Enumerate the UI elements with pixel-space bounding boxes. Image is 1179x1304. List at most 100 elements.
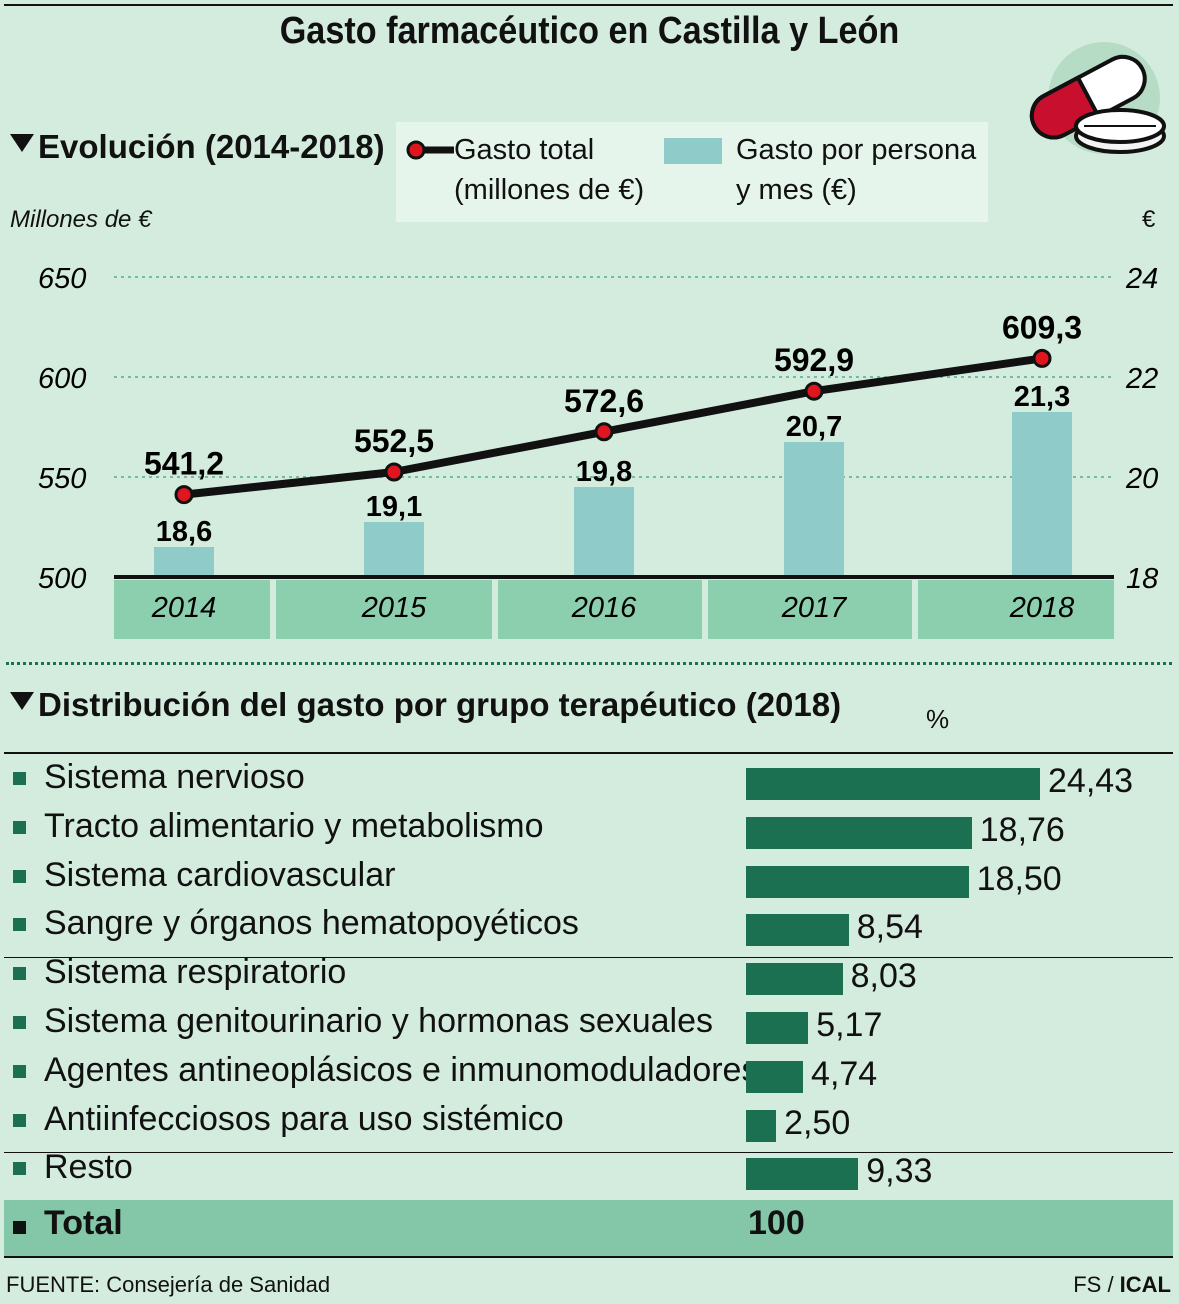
x-tick-label: 2015 <box>361 592 427 624</box>
row-label: Antiinfecciosos para uso sistémico <box>44 1099 564 1138</box>
percent-unit-label: % <box>926 704 950 734</box>
row-bar <box>746 963 843 996</box>
bar-value-label: 20,7 <box>786 411 842 443</box>
evolution-chart: 500 550 600 650 18 20 22 24 18,6 19,1 19,8 20,7 21,3… <box>38 263 1158 639</box>
legend-line-label-1: Gasto total <box>454 134 595 166</box>
table-row: Sistema respiratorio 8,03 <box>4 947 1173 996</box>
source-note: FUENTE: Consejería de Sanidad <box>6 1272 331 1297</box>
row-bar <box>746 816 972 849</box>
row-bullet <box>13 772 26 785</box>
line-value-label: 572,6 <box>564 383 644 419</box>
row-value: 8,03 <box>850 957 917 996</box>
section-distribution-title: Distribución del gasto por grupo terapéu… <box>10 686 841 724</box>
row-bullet <box>13 918 26 932</box>
row-bullet <box>13 1113 26 1127</box>
table-top-rule <box>4 752 1173 754</box>
row-bar <box>746 768 1040 800</box>
row-bar <box>746 1158 859 1191</box>
line-point <box>384 462 404 482</box>
row-bar <box>746 914 849 947</box>
year-band <box>918 580 1114 639</box>
legend-line-swatch <box>406 140 454 160</box>
left-axis-unit: Millones de € <box>10 206 152 233</box>
row-bar <box>746 1109 777 1142</box>
row-bullet <box>13 1064 26 1078</box>
row-bullet <box>13 1016 26 1029</box>
line-point <box>1032 348 1052 368</box>
table-row: Tracto alimentario y metabolismo 18,76 <box>4 801 1173 849</box>
group-separator <box>4 957 1173 959</box>
bar <box>364 522 424 577</box>
bar <box>154 547 214 577</box>
x-tick-label: 2017 <box>781 592 848 624</box>
total-row: Total 100 <box>4 1200 1173 1258</box>
triangle-icon <box>10 692 34 710</box>
legend-bar-label-1: Gasto por persona <box>736 134 977 166</box>
year-band <box>276 580 492 639</box>
line-value-label: 552,5 <box>354 423 434 459</box>
legend-bar-label-2: y mes (€) <box>736 174 857 206</box>
row-bullet <box>13 869 26 883</box>
row-label: Sistema nervioso <box>44 758 305 796</box>
group-separator <box>4 1152 1173 1154</box>
table-row: Agentes antineoplásicos e inmunomodulado… <box>4 1045 1173 1093</box>
table-row: Sistema cardiovascular 18,50 <box>4 850 1173 898</box>
left-axis-tick: 500 <box>38 563 86 595</box>
row-value: 18,76 <box>979 810 1065 849</box>
row-bullet <box>13 820 26 834</box>
triangle-icon <box>10 134 34 152</box>
row-value: 5,17 <box>816 1006 883 1044</box>
line-value-label: 592,9 <box>774 342 854 378</box>
table-row: Sangre y órganos hematopoyéticos 8,54 <box>4 898 1173 947</box>
total-bullet <box>13 1221 26 1234</box>
section-divider <box>6 662 1172 665</box>
legend-line-label-2: (millones de €) <box>454 174 645 206</box>
line-point <box>804 381 824 401</box>
line-point <box>594 422 614 442</box>
year-band <box>708 580 912 639</box>
row-bullet <box>13 967 26 981</box>
row-label: Sistema respiratorio <box>44 953 347 992</box>
line-value-label: 541,2 <box>144 446 224 482</box>
right-axis-tick: 20 <box>1125 463 1158 495</box>
table-row: Sistema genitourinario y hormonas sexual… <box>4 996 1173 1044</box>
row-label: Sistema genitourinario y hormonas sexual… <box>44 1002 714 1040</box>
row-value: 8,54 <box>856 908 923 947</box>
line-value-label: 609,3 <box>1002 309 1082 345</box>
x-tick-label: 2018 <box>1009 592 1075 624</box>
left-axis-tick: 650 <box>38 263 86 295</box>
chart-legend: Gasto total (millones de €) Gasto por pe… <box>396 122 988 222</box>
year-band <box>498 580 702 639</box>
bar-value-label: 18,6 <box>156 516 212 548</box>
row-label: Sangre y órganos hematopoyéticos <box>44 904 579 943</box>
row-value: 9,33 <box>866 1152 933 1191</box>
left-axis-tick: 550 <box>38 463 86 495</box>
pills-icon <box>1029 42 1166 154</box>
row-label: Sistema cardiovascular <box>44 855 396 894</box>
section-evolution-title: Evolución (2014-2018) <box>10 128 385 166</box>
right-axis-tick: 22 <box>1125 363 1158 395</box>
x-tick-label: 2016 <box>571 592 637 624</box>
row-bar <box>746 865 969 898</box>
page-title: Gasto farmacéutico en Castilla y León <box>279 10 900 52</box>
legend-bar-swatch <box>664 138 722 164</box>
row-bar <box>746 1012 809 1044</box>
right-axis-unit: € <box>1142 206 1156 233</box>
right-axis-tick: 24 <box>1125 263 1158 295</box>
bar-value-label: 19,1 <box>366 491 422 523</box>
total-label: Total <box>44 1204 123 1242</box>
credit: FS / ICAL <box>1073 1272 1171 1297</box>
row-bullet <box>13 1162 26 1176</box>
table-row: Sistema nervioso 24,43 <box>4 752 1173 800</box>
row-value: 4,74 <box>811 1054 878 1093</box>
row-value: 18,50 <box>976 859 1062 898</box>
row-label: Tracto alimentario y metabolismo <box>44 806 544 845</box>
total-value: 100 <box>748 1204 805 1242</box>
bar <box>574 487 634 577</box>
row-value: 24,43 <box>1048 762 1134 800</box>
year-band <box>114 580 270 639</box>
row-label: Resto <box>44 1148 133 1187</box>
right-axis-tick: 18 <box>1126 563 1158 595</box>
bar <box>784 442 844 577</box>
row-bar <box>746 1060 804 1093</box>
